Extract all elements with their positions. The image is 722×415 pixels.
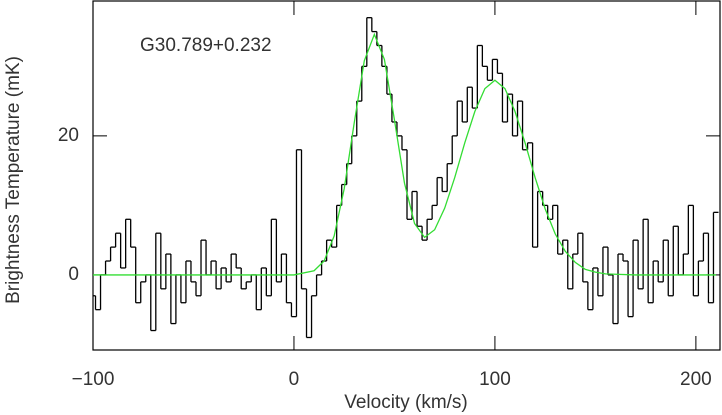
annotation: G30.789+0.232 bbox=[140, 35, 272, 56]
x-tick-label: 100 bbox=[479, 369, 511, 390]
x-tick-label: −100 bbox=[72, 369, 115, 390]
y-tick-label: 20 bbox=[58, 125, 79, 146]
plot-frame bbox=[92, 0, 721, 351]
x-tick-label: 0 bbox=[289, 369, 300, 390]
y-tick-label: 0 bbox=[68, 264, 79, 285]
y-axis-label: Brightness Temperature (mK) bbox=[3, 56, 24, 304]
fit-curve bbox=[93, 32, 716, 276]
x-tick-label: 200 bbox=[680, 369, 712, 390]
x-axis-label: Velocity (km/s) bbox=[344, 392, 468, 413]
spectrum-connectors bbox=[94, 17, 715, 338]
